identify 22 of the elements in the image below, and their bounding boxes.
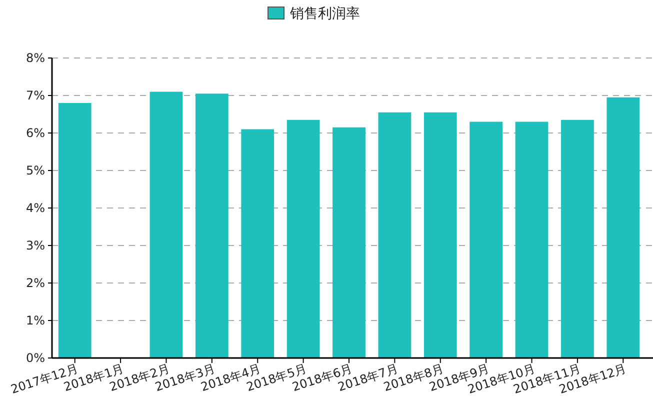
bar [332,127,366,358]
bar [515,122,548,358]
bar [150,92,183,358]
bar [378,112,412,358]
bar [286,120,320,358]
y-tick-label: 0% [26,351,45,365]
y-tick-label: 5% [26,164,45,178]
y-tick-label: 7% [26,88,45,102]
y-tick-label: 4% [26,201,45,215]
bar [470,122,503,358]
y-tick-label: 3% [26,238,45,252]
legend: 销售利润率 [268,6,360,22]
bar [58,103,92,358]
bar [561,120,594,358]
y-tick-label: 1% [26,314,45,328]
bar [241,129,274,358]
y-tick-label: 6% [26,126,45,140]
bar [606,97,640,358]
y-tick-label: 8% [26,51,45,65]
bar [424,112,457,358]
bar [195,94,228,358]
y-tick-label: 2% [26,276,45,290]
